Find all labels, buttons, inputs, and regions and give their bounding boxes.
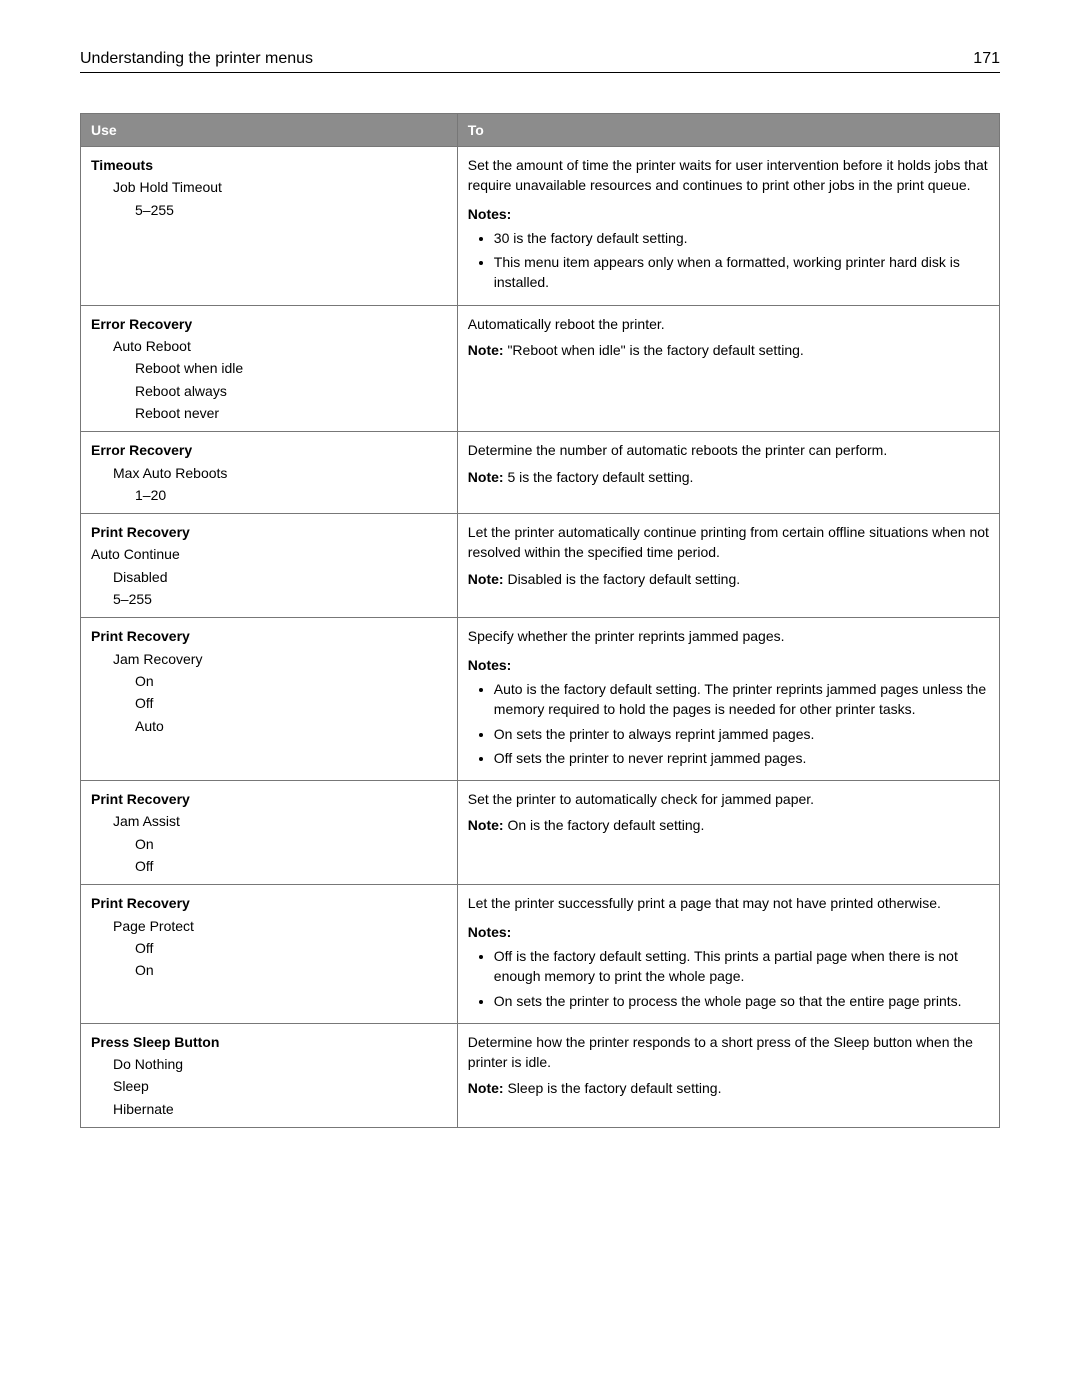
table-row: Error Recovery Max Auto Reboots1–20 Determ… bbox=[81, 432, 1000, 514]
use-cell: Print RecoveryJam Assist OnOff bbox=[81, 781, 458, 885]
table-row: TimeoutsJob Hold Timeout 5–255 Set the amo… bbox=[81, 147, 1000, 306]
note-label: Note: bbox=[468, 817, 508, 833]
menu-item-option: Off bbox=[135, 693, 447, 713]
to-cell: Set the printer to automatically check f… bbox=[457, 781, 999, 885]
note-label: Note: bbox=[468, 1080, 508, 1096]
note-label: Note: bbox=[468, 342, 508, 358]
to-cell: Determine how the printer responds to a … bbox=[457, 1023, 999, 1127]
menu-item-title: Error Recovery bbox=[91, 440, 447, 460]
use-cell: Print Recovery Jam RecoveryOnOff Auto bbox=[81, 618, 458, 781]
to-cell: Automatically reboot the printer. Note: "… bbox=[457, 305, 999, 431]
note-label: Note: bbox=[468, 469, 508, 485]
note-inline: Note: Sleep is the factory default setti… bbox=[468, 1078, 989, 1098]
description-text: Set the amount of time the printer waits… bbox=[468, 155, 989, 196]
to-cell: Set the amount of time the printer waits… bbox=[457, 147, 999, 306]
notes-list: 30 is the factory default setting. This m… bbox=[494, 228, 989, 293]
menu-item-option: Jam Recovery bbox=[113, 649, 447, 669]
menu-item-option: Disabled bbox=[113, 567, 447, 587]
note-text: Disabled is the factory default setting. bbox=[507, 571, 740, 587]
menu-item-option: 5–255 bbox=[113, 589, 447, 609]
description-text: Let the printer automatically continue p… bbox=[468, 522, 989, 563]
notes-label: Notes: bbox=[468, 655, 989, 675]
note-text: Sleep is the factory default setting. bbox=[507, 1080, 721, 1096]
menu-item-option: Reboot never bbox=[135, 403, 447, 423]
description-text: Set the printer to automatically check f… bbox=[468, 789, 989, 809]
menu-item-title: Print Recovery bbox=[91, 626, 447, 646]
page-header-title: Understanding the printer menus bbox=[80, 50, 313, 68]
menu-item-option: Reboot when idle bbox=[135, 358, 447, 378]
note-text: "Reboot when idle" is the factory defaul… bbox=[507, 342, 803, 358]
menu-item-title: Print Recovery bbox=[91, 893, 447, 913]
menu-item-option: 5–255 bbox=[135, 200, 447, 220]
description-text: Let the printer successfully print a pag… bbox=[468, 893, 989, 913]
to-cell: Specify whether the printer reprints jam… bbox=[457, 618, 999, 781]
menu-item-option: Hibernate bbox=[113, 1099, 447, 1119]
menu-item-option: Reboot always bbox=[135, 381, 447, 401]
description-text: Determine the number of automatic reboot… bbox=[468, 440, 989, 460]
notes-list-item: This menu item appears only when a forma… bbox=[494, 252, 989, 293]
menu-item-title: Error Recovery bbox=[91, 314, 447, 334]
note-label: Note: bbox=[468, 571, 508, 587]
column-header-to: To bbox=[457, 114, 999, 147]
menu-item-title: Timeouts bbox=[91, 155, 447, 175]
menu-item-option: Job Hold Timeout bbox=[113, 177, 447, 197]
column-header-use: Use bbox=[81, 114, 458, 147]
table-row: Print RecoveryJam Assist OnOff Set the pri… bbox=[81, 781, 1000, 885]
note-text: 5 is the factory default setting. bbox=[507, 469, 693, 485]
use-cell: Press Sleep ButtonDo NothingSleep Hiberna… bbox=[81, 1023, 458, 1127]
menu-item-title: Print Recovery bbox=[91, 522, 447, 542]
menu-item-title: Press Sleep Button bbox=[91, 1032, 447, 1052]
use-cell: Error Recovery Max Auto Reboots1–20 bbox=[81, 432, 458, 514]
to-cell: Let the printer automatically continue p… bbox=[457, 514, 999, 618]
use-cell: Print Recovery Page ProtectOffOn bbox=[81, 885, 458, 1023]
table-row: Error RecoveryAuto RebootReboot when idl… bbox=[81, 305, 1000, 431]
note-inline: Note: 5 is the factory default setting. bbox=[468, 467, 989, 487]
menu-item-option: Auto bbox=[135, 716, 447, 736]
description-text: Automatically reboot the printer. bbox=[468, 314, 989, 334]
menu-item-option: 1–20 bbox=[135, 485, 447, 505]
note-inline: Note: On is the factory default setting. bbox=[468, 815, 989, 835]
notes-list-item: Auto is the factory default setting. The… bbox=[494, 679, 989, 720]
menu-item-title: Print Recovery bbox=[91, 789, 447, 809]
notes-list-item: Off is the factory default setting. This… bbox=[494, 946, 989, 987]
description-text: Specify whether the printer reprints jam… bbox=[468, 626, 989, 646]
page-header: Understanding the printer menus 171 bbox=[80, 50, 1000, 73]
table-header-row: Use To bbox=[81, 114, 1000, 147]
table-row: Print Recovery Jam RecoveryOnOff Auto Speci… bbox=[81, 618, 1000, 781]
notes-list-item: On sets the printer to process the whole… bbox=[494, 991, 989, 1011]
menu-item-option: Do Nothing bbox=[113, 1054, 447, 1074]
menu-item-option: Off bbox=[135, 938, 447, 958]
use-cell: TimeoutsJob Hold Timeout 5–255 bbox=[81, 147, 458, 306]
description-text: Determine how the printer responds to a … bbox=[468, 1032, 989, 1073]
menu-item-option: On bbox=[135, 671, 447, 691]
menu-item-option: On bbox=[135, 960, 447, 980]
notes-list-item: Off sets the printer to never reprint ja… bbox=[494, 748, 989, 768]
table-row: Print Recovery Page ProtectOffOn Let the p… bbox=[81, 885, 1000, 1023]
notes-label: Notes: bbox=[468, 204, 989, 224]
menu-item-option: Off bbox=[135, 856, 447, 876]
page-number: 171 bbox=[973, 50, 1000, 68]
use-cell: Error RecoveryAuto RebootReboot when idl… bbox=[81, 305, 458, 431]
printer-menu-table: Use To TimeoutsJob Hold Timeout 5–255 Set … bbox=[80, 113, 1000, 1128]
table-row: Print RecoveryAuto Continue Disabled5–255… bbox=[81, 514, 1000, 618]
notes-list: Auto is the factory default setting. The… bbox=[494, 679, 989, 768]
note-inline: Note: Disabled is the factory default se… bbox=[468, 569, 989, 589]
menu-item-option: On bbox=[135, 834, 447, 854]
menu-item-option: Page Protect bbox=[113, 916, 447, 936]
menu-item-option: Auto Reboot bbox=[113, 336, 447, 356]
menu-item-option: Jam Assist bbox=[113, 811, 447, 831]
notes-label: Notes: bbox=[468, 922, 989, 942]
notes-list-item: On sets the printer to always reprint ja… bbox=[494, 724, 989, 744]
note-inline: Note: "Reboot when idle" is the factory … bbox=[468, 340, 989, 360]
menu-item-option: Max Auto Reboots bbox=[113, 463, 447, 483]
table-row: Press Sleep ButtonDo NothingSleep Hiberna… bbox=[81, 1023, 1000, 1127]
to-cell: Let the printer successfully print a pag… bbox=[457, 885, 999, 1023]
notes-list: Off is the factory default setting. This… bbox=[494, 946, 989, 1011]
use-cell: Print RecoveryAuto Continue Disabled5–255 bbox=[81, 514, 458, 618]
menu-item-option: Sleep bbox=[113, 1076, 447, 1096]
notes-list-item: 30 is the factory default setting. bbox=[494, 228, 989, 248]
menu-item-option: Auto Continue bbox=[91, 544, 447, 564]
note-text: On is the factory default setting. bbox=[507, 817, 704, 833]
to-cell: Determine the number of automatic reboot… bbox=[457, 432, 999, 514]
